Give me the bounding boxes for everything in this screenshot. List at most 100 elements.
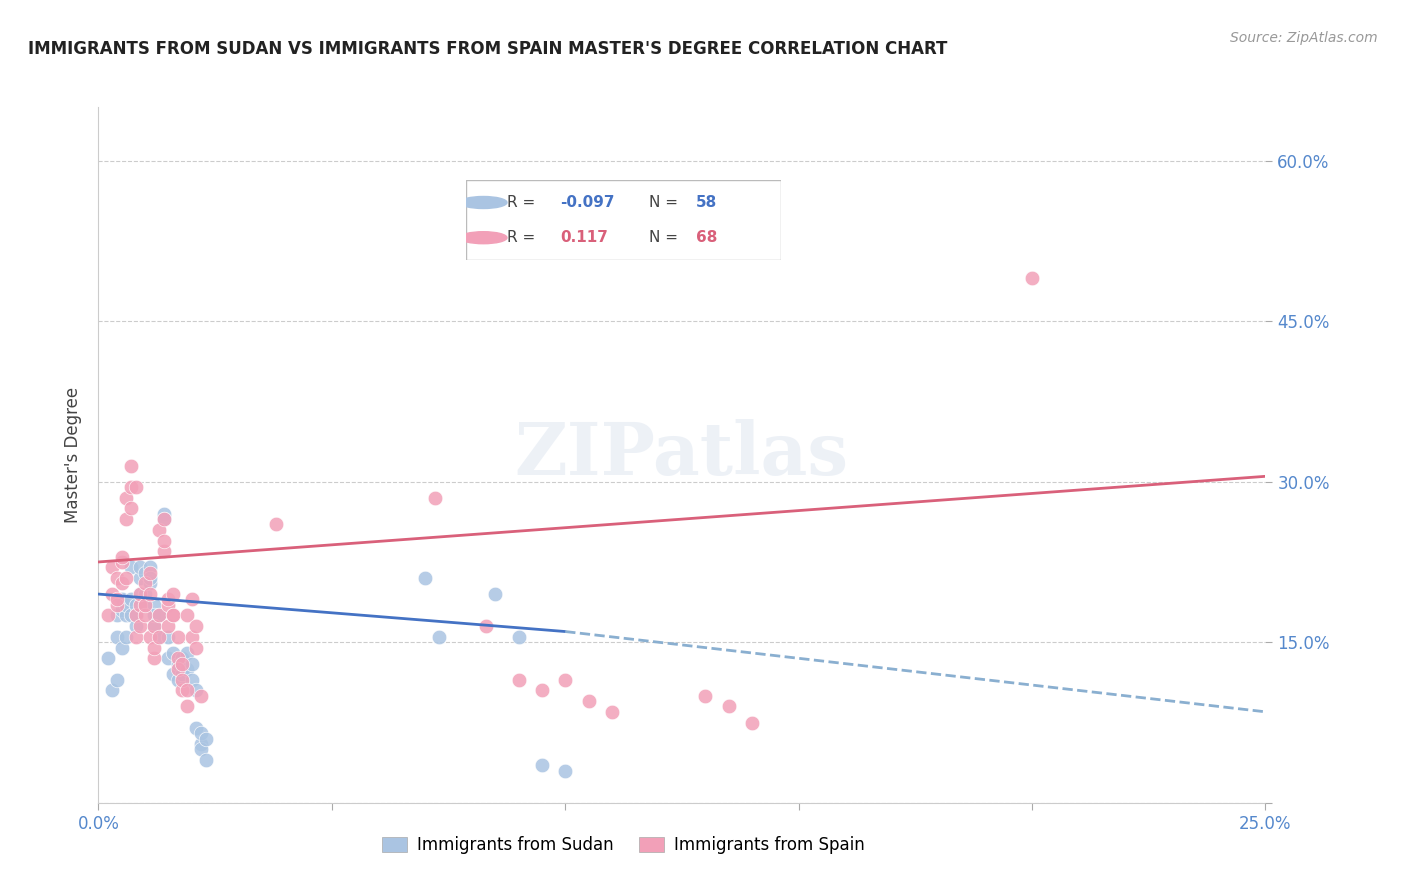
Point	[111, 603, 134, 617]
Text: Source: ZipAtlas.com: Source: ZipAtlas.com	[1230, 31, 1378, 45]
Point	[427, 630, 450, 644]
Point	[134, 566, 156, 580]
Point	[157, 651, 180, 665]
Point	[152, 512, 174, 526]
Point	[166, 673, 188, 687]
Point	[157, 598, 180, 612]
Point	[176, 699, 198, 714]
Point	[125, 619, 148, 633]
Point	[125, 630, 148, 644]
Text: IMMIGRANTS FROM SUDAN VS IMMIGRANTS FROM SPAIN MASTER'S DEGREE CORRELATION CHART: IMMIGRANTS FROM SUDAN VS IMMIGRANTS FROM…	[28, 40, 948, 58]
Point	[194, 731, 217, 746]
Point	[134, 587, 156, 601]
Point	[134, 608, 156, 623]
Point	[148, 630, 170, 644]
Point	[157, 630, 180, 644]
Point	[172, 673, 194, 687]
Point	[120, 560, 142, 574]
Point	[111, 592, 134, 607]
Point	[172, 651, 194, 665]
Point	[172, 683, 194, 698]
Point	[176, 608, 198, 623]
Y-axis label: Master's Degree: Master's Degree	[65, 387, 83, 523]
Point	[508, 630, 530, 644]
Point	[125, 608, 148, 623]
Point	[105, 592, 128, 607]
Point	[186, 640, 208, 655]
Point	[152, 512, 174, 526]
Point	[190, 742, 212, 756]
Point	[162, 587, 184, 601]
Point	[554, 673, 576, 687]
Point	[139, 587, 162, 601]
Point	[97, 608, 120, 623]
Point	[148, 523, 170, 537]
Point	[166, 662, 188, 676]
Point	[578, 694, 600, 708]
Point	[157, 619, 180, 633]
Point	[176, 662, 198, 676]
Point	[111, 640, 134, 655]
Point	[120, 480, 142, 494]
Point	[111, 576, 134, 591]
Point	[1021, 271, 1043, 285]
Point	[152, 507, 174, 521]
Point	[190, 689, 212, 703]
Point	[695, 689, 717, 703]
Point	[115, 571, 138, 585]
Point	[115, 512, 138, 526]
Point	[741, 715, 763, 730]
Point	[180, 630, 202, 644]
Point	[139, 560, 162, 574]
Point	[190, 737, 212, 751]
Point	[186, 683, 208, 698]
Point	[129, 598, 152, 612]
Point	[166, 651, 188, 665]
Point	[530, 758, 553, 772]
Point	[139, 566, 162, 580]
Point	[115, 630, 138, 644]
Point	[115, 598, 138, 612]
Point	[125, 608, 148, 623]
Point	[180, 657, 202, 671]
Point	[172, 657, 194, 671]
Point	[111, 549, 134, 564]
Point	[143, 619, 166, 633]
Point	[180, 673, 202, 687]
Point	[152, 533, 174, 548]
Point	[111, 555, 134, 569]
Point	[101, 560, 124, 574]
Point	[148, 630, 170, 644]
Point	[475, 619, 498, 633]
Point	[139, 630, 162, 644]
Point	[508, 673, 530, 687]
Point	[139, 571, 162, 585]
Point	[176, 646, 198, 660]
Point	[162, 646, 184, 660]
Point	[143, 640, 166, 655]
Point	[186, 619, 208, 633]
Point	[120, 501, 142, 516]
Point	[143, 608, 166, 623]
Point	[129, 571, 152, 585]
Point	[190, 726, 212, 740]
Point	[143, 598, 166, 612]
Point	[125, 480, 148, 494]
Point	[194, 753, 217, 767]
Point	[129, 619, 152, 633]
Point	[97, 651, 120, 665]
Point	[143, 619, 166, 633]
Text: ZIPatlas: ZIPatlas	[515, 419, 849, 491]
Point	[101, 587, 124, 601]
Point	[105, 608, 128, 623]
Point	[148, 608, 170, 623]
Point	[101, 683, 124, 698]
Point	[157, 592, 180, 607]
Point	[413, 571, 436, 585]
Point	[162, 608, 184, 623]
Point	[105, 673, 128, 687]
Point	[134, 598, 156, 612]
Point	[105, 630, 128, 644]
Point	[115, 491, 138, 505]
Point	[554, 764, 576, 778]
